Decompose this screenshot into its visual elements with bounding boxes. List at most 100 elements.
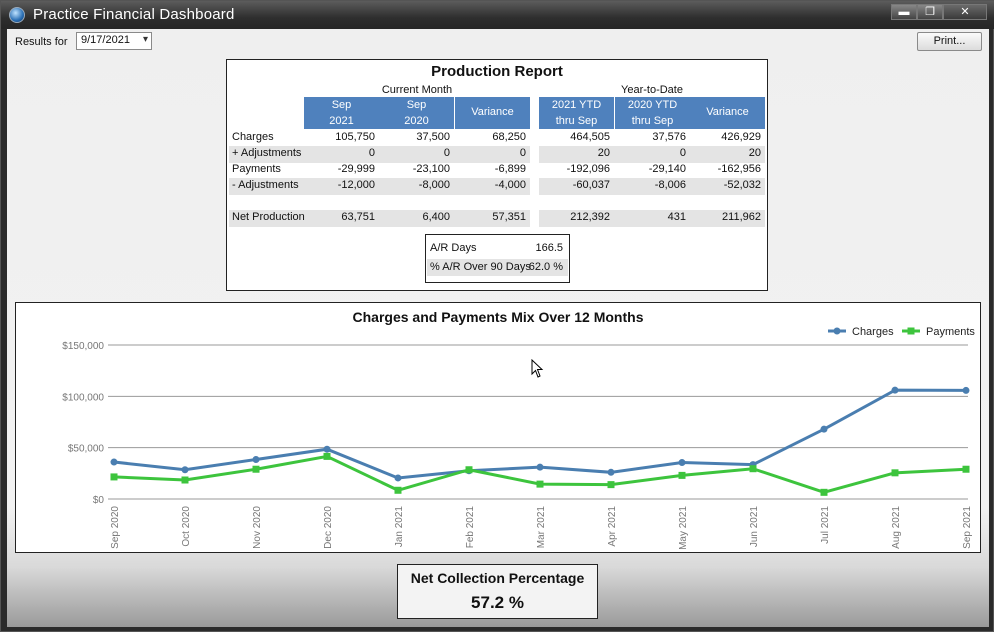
production-report: Production Report Current Month Year-to-…	[226, 59, 768, 291]
payments-point	[891, 469, 899, 477]
table-cell: 63,751	[341, 211, 375, 223]
table-cell: -8,006	[654, 179, 686, 191]
table-cell: -29,140	[648, 163, 686, 175]
col-header-line1: Variance	[706, 106, 749, 118]
chart-title: Charges and Payments Mix Over 12 Months	[352, 309, 644, 325]
results-for-label: Results for	[15, 36, 68, 48]
y-tick-label: $100,000	[62, 392, 104, 403]
current-col-header: Sep 2020	[379, 97, 454, 129]
x-tick-label: Jun 2021	[749, 506, 760, 548]
table-cell: 57,351	[492, 211, 526, 223]
y-tick-label: $50,000	[68, 444, 105, 455]
legend-label: Charges	[852, 326, 894, 338]
payments-point	[962, 465, 970, 473]
chart-plot: $150,000 $100,000 $50,000 $0 Sep 2020 Oct 202…	[62, 326, 975, 550]
row-shade	[229, 146, 530, 163]
row-label: - Adjustments	[232, 179, 299, 191]
table-cell: 0	[519, 147, 526, 159]
table-cell: -8,000	[418, 179, 450, 191]
charges-point	[110, 458, 118, 466]
table-cell: 0	[443, 147, 450, 159]
charges-point	[252, 455, 260, 463]
x-tick-label: Oct 2020	[181, 506, 192, 547]
table-cell: 6,400	[422, 211, 450, 223]
x-tick-label: Apr 2021	[607, 506, 618, 547]
table-cell: -192,096	[566, 163, 610, 175]
payments-point	[536, 480, 544, 488]
ar-days-label: A/R Days	[430, 242, 477, 254]
charges-payments-chart: Charges and Payments Mix Over 12 Months …	[15, 302, 981, 553]
x-tick-label: Feb 2021	[465, 506, 476, 549]
ytd-col-header: Variance	[690, 97, 765, 129]
legend-label: Payments	[926, 326, 975, 338]
close-button[interactable]: ✕	[943, 4, 987, 20]
charges-point	[891, 386, 899, 394]
x-tick-label: Jan 2021	[394, 506, 405, 548]
table-cell: 20	[748, 147, 761, 159]
table-cell: -6,899	[494, 163, 526, 175]
col-header-line1: Variance	[471, 106, 514, 118]
charges-point	[607, 468, 615, 476]
table-cell: -12,000	[337, 179, 375, 191]
row-label: Net Production	[232, 211, 305, 223]
app-logo-icon	[9, 7, 25, 23]
row-label: + Adjustments	[232, 147, 302, 159]
dashboard-body: Results for 9/17/2021 ▾ Print... Product…	[7, 29, 989, 627]
x-tick-label: May 2021	[678, 506, 689, 550]
x-tick-label: Mar 2021	[536, 506, 547, 549]
y-tick-label: $150,000	[62, 341, 104, 352]
payments-point	[394, 486, 402, 494]
col-header-line2: thru Sep	[555, 115, 598, 127]
payments-point	[465, 466, 473, 474]
charges-point	[536, 463, 544, 471]
payments-point	[820, 488, 828, 496]
x-tick-label: Sep 2020	[110, 506, 121, 549]
table-cell: -60,037	[572, 179, 610, 191]
current-col-header: Variance	[455, 97, 530, 129]
ytd-col-header: 2021 YTD thru Sep	[539, 97, 614, 129]
legend-marker-icon	[833, 327, 841, 335]
table-cell: 68,250	[492, 131, 526, 143]
ar-over-90-label: % A/R Over 90 Days	[430, 261, 531, 273]
date-dropdown[interactable]: 9/17/2021 ▾	[76, 32, 152, 50]
charges-point	[962, 386, 970, 394]
row-shade	[229, 178, 530, 195]
charges-point	[820, 425, 828, 433]
report-title: Production Report	[431, 63, 563, 80]
minimize-button[interactable]: ▬	[891, 4, 917, 20]
col-header-line1: Sep	[331, 99, 352, 111]
row-label: Charges	[232, 131, 274, 143]
row-shade	[539, 210, 765, 227]
payments-point	[252, 465, 260, 473]
x-tick-label: Aug 2021	[891, 506, 902, 549]
col-header-line1: 2021 YTD	[551, 99, 602, 111]
chevron-down-icon: ▾	[142, 34, 148, 45]
table-cell: 426,929	[721, 131, 761, 143]
col-header-line1: 2020 YTD	[627, 99, 678, 111]
net-collection-value: 57.2 %	[471, 593, 524, 612]
x-tick-label: Dec 2020	[323, 506, 334, 549]
current-month-heading: Current Month	[381, 84, 453, 96]
net-collection-label: Net Collection Percentage	[410, 570, 585, 586]
title-bar: Practice Financial Dashboard ▬ ❐ ✕	[1, 1, 994, 29]
payments-point	[749, 465, 757, 473]
payments-point	[607, 481, 615, 489]
payments-point	[678, 471, 686, 479]
net-collection-box: Net Collection Percentage 57.2 %	[397, 564, 598, 619]
table-cell: 105,750	[335, 131, 375, 143]
table-cell: 37,576	[652, 131, 686, 143]
x-tick-label: Nov 2020	[252, 506, 263, 549]
mouse-cursor-icon	[531, 359, 544, 378]
payments-point	[181, 476, 189, 484]
ytd-col-header: 2020 YTD thru Sep	[615, 97, 690, 129]
maximize-button[interactable]: ❐	[917, 4, 943, 20]
row-label: Payments	[232, 163, 281, 175]
table-cell: -162,956	[717, 163, 761, 175]
x-tick-label: Sep 2021	[962, 506, 973, 549]
col-header-line2: 2020	[404, 115, 429, 127]
payments-point	[323, 452, 331, 460]
table-cell: -23,100	[412, 163, 450, 175]
table-cell: -52,032	[723, 179, 761, 191]
print-button[interactable]: Print...	[917, 32, 982, 51]
